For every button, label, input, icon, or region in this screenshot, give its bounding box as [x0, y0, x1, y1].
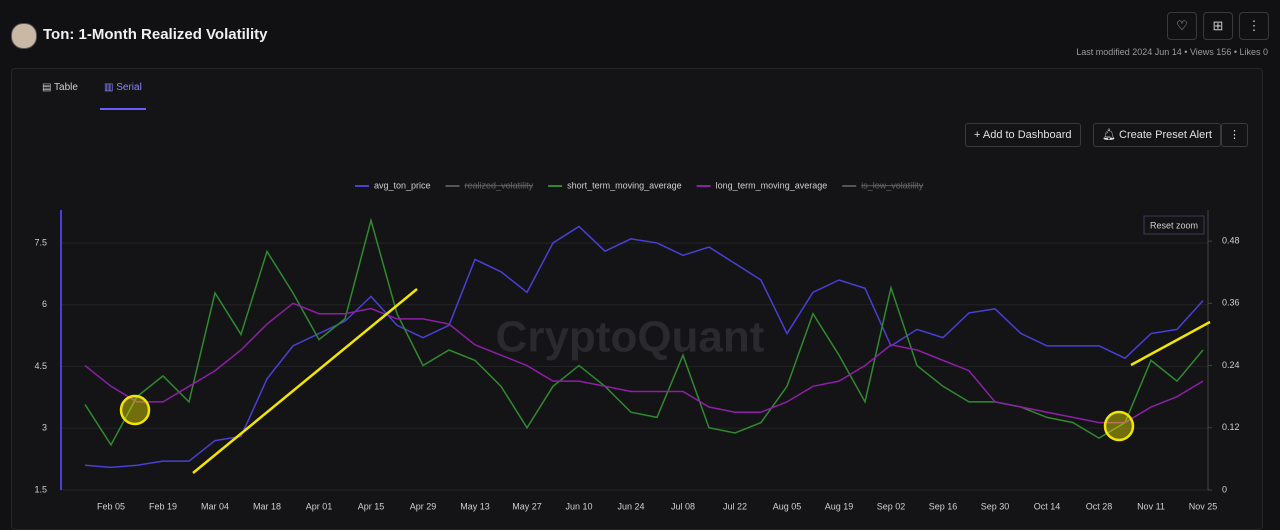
- tab-label: ▥: [104, 82, 117, 93]
- x-tick-label: May 27: [512, 501, 542, 511]
- x-tick-label: Nov 11: [1137, 501, 1165, 511]
- y2-tick-label: 0.48: [1222, 235, 1240, 245]
- add-dashboard-button[interactable]: + Add to Dashboard: [965, 123, 1081, 147]
- tab[interactable]: ▤ Table: [38, 82, 82, 108]
- tab-label: ▤: [42, 82, 55, 93]
- x-tick-label: Jul 08: [671, 501, 695, 511]
- x-tick-label: Nov 25: [1189, 501, 1218, 511]
- tab[interactable]: ▥ Serial: [100, 82, 146, 110]
- x-tick-label: Sep 30: [981, 501, 1010, 511]
- y-tick-label: 3: [42, 423, 47, 433]
- legend-label[interactable]: avg_ton_price: [374, 180, 431, 190]
- annotation-circle: [1103, 410, 1135, 442]
- x-tick-label: Aug 05: [773, 501, 802, 511]
- meta-info: Last modified 2024 Jun 14 • Views 156 • …: [1076, 47, 1268, 57]
- x-tick-label: Aug 19: [825, 501, 854, 511]
- y2-tick-label: 0.12: [1222, 422, 1240, 432]
- y2-tick-label: 0.24: [1222, 360, 1240, 370]
- legend-label[interactable]: realized_volatility: [465, 180, 534, 190]
- button-label: Add to Dashboard: [982, 129, 1072, 141]
- preset-alert-button[interactable]: 🔔︎ Create Preset Alert: [1093, 123, 1221, 147]
- y-tick-label: 1.5: [34, 484, 47, 494]
- x-tick-label: Feb 19: [149, 501, 177, 511]
- x-tick-label: Apr 15: [358, 501, 385, 511]
- y-tick-label: 7.5: [34, 237, 47, 247]
- series-line: [84, 225, 1204, 469]
- x-tick-label: Apr 01: [306, 501, 333, 511]
- x-tick-label: Mar 18: [253, 501, 281, 511]
- y2-tick-label: 0: [1222, 484, 1227, 494]
- legend-label[interactable]: short_term_moving_average: [567, 180, 682, 190]
- y-tick-label: 4.5: [34, 361, 47, 371]
- reset-zoom-button[interactable]: [1143, 215, 1205, 235]
- x-tick-label: Mar 04: [201, 501, 229, 511]
- tab-label: Serial: [116, 82, 142, 93]
- x-tick-label: May 13: [460, 501, 490, 511]
- series-line: [84, 302, 1204, 424]
- x-tick-label: Jun 24: [617, 501, 644, 511]
- y2-tick-label: 0.36: [1222, 298, 1240, 308]
- avatar: [11, 23, 37, 49]
- legend-label[interactable]: long_term_moving_average: [716, 180, 828, 190]
- button-label: Create Preset Alert: [1119, 129, 1212, 141]
- menu-button[interactable]: ⋮: [1221, 123, 1248, 147]
- x-tick-label: Oct 28: [1086, 501, 1113, 511]
- x-tick-label: Sep 02: [877, 501, 906, 511]
- x-tick-label: Sep 16: [929, 501, 958, 511]
- page-title: Ton: 1-Month Realized Volatility: [43, 26, 268, 43]
- annotation-line: [1130, 320, 1211, 367]
- watermark: CryptoQuant: [496, 313, 765, 362]
- x-tick-label: Apr 29: [410, 501, 437, 511]
- legend-label[interactable]: is_low_volatility: [861, 180, 924, 190]
- header: Ton: 1-Month Realized Volatility ♡ ⊞ ⋮ L…: [0, 0, 1280, 66]
- legend: avg_ton_price realized_volatility short_te…: [355, 180, 924, 190]
- x-tick-label: Feb 05: [97, 501, 125, 511]
- x-tick-label: Jun 10: [565, 501, 592, 511]
- y-tick-label: 6: [42, 299, 47, 309]
- bookmark-button[interactable]: ⊞: [1203, 12, 1233, 40]
- more-button[interactable]: ⋮: [1239, 12, 1269, 40]
- annotation-line: [192, 288, 418, 474]
- tab-label: Table: [54, 82, 78, 93]
- like-button[interactable]: ♡: [1167, 12, 1197, 40]
- annotation-circle: [119, 394, 151, 426]
- annotations: [119, 288, 1211, 474]
- reset-zoom-label: Reset zoom: [1150, 220, 1198, 230]
- chart: CryptoQuant Reset zoom 1.5 3 4.5 6 7.5 0 0.12 0…: [34, 180, 1240, 511]
- x-tick-label: Jul 22: [723, 501, 747, 511]
- x-tick-label: Oct 14: [1034, 501, 1061, 511]
